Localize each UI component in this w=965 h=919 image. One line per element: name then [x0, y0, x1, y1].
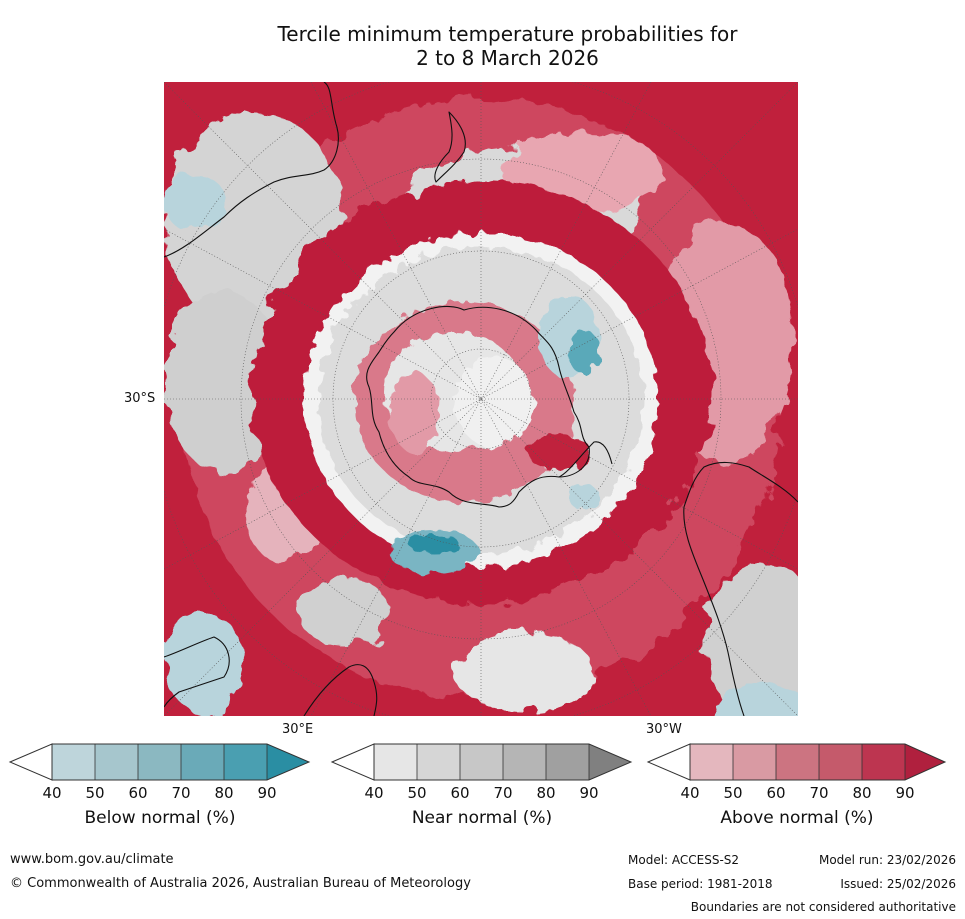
southern-africa-coastline [303, 664, 378, 716]
colorbar-near-tick: 80 [536, 784, 556, 802]
colorbar-near-lower-triangle [330, 743, 375, 781]
colorbar-near-bin-60 [460, 744, 503, 780]
colorbar-above-tick: 90 [895, 784, 915, 802]
copyright-notice: © Commonwealth of Australia 2026, Austra… [10, 876, 471, 891]
colorbar-near-tick: 50 [407, 784, 427, 802]
colorbar-below-tick: 60 [128, 784, 148, 802]
colorbar-below-tick: 40 [42, 784, 62, 802]
colorbar-above-bin-40 [690, 744, 733, 780]
colorbar-near-bin-50 [417, 744, 460, 780]
colorbar-above-bin-60 [776, 744, 819, 780]
colorbar-above-tick: 40 [680, 784, 700, 802]
colorbar-below-normal [8, 743, 311, 781]
colorbar-below-upper-triangle [267, 744, 309, 780]
colorbar-near-bin-70 [503, 744, 546, 780]
colorbar-below-tick: 90 [257, 784, 277, 802]
colorbar-above-bin-80 [862, 744, 905, 780]
below-normal-patches [389, 295, 600, 574]
colorbar-below-bin-60 [138, 744, 181, 780]
colorbar-near-normal [330, 743, 633, 781]
colorbar-above-upper-triangle [905, 744, 945, 780]
model-run-date: Model run: 23/02/2026 [818, 853, 956, 867]
colorbar-near-caption: Near normal (%) [411, 808, 553, 828]
title-line-1: Tercile minimum temperature probabilitie… [277, 22, 738, 46]
issued-date: Issued: 25/02/2026 [840, 877, 956, 891]
colorbar-above-tick: 60 [766, 784, 786, 802]
colorbar-near-tick: 90 [579, 784, 599, 802]
colorbar-below-caption: Below normal (%) [84, 808, 236, 828]
colorbar-below-bin-40 [52, 744, 95, 780]
antarctic-peninsula-coastline [558, 441, 613, 478]
colorbar-near-tick: 60 [450, 784, 470, 802]
colorbar-near-tick: 40 [364, 784, 384, 802]
colorbar-below-bin-50 [95, 744, 138, 780]
africa-coastline [164, 636, 230, 708]
new-zealand-coastline [434, 111, 466, 183]
colorbar-below-bin-70 [181, 744, 224, 780]
antarctica-field [354, 302, 591, 502]
colorbar-below-tick: 80 [214, 784, 234, 802]
south-america-coastline [683, 461, 798, 716]
graticule [164, 82, 798, 716]
coastlines [164, 82, 798, 716]
colorbar-above-tick: 50 [723, 784, 743, 802]
polar-map [164, 82, 798, 716]
longitude-label-30w: 30°W [646, 722, 682, 737]
boundary-disclaimer: Boundaries are not considered authoritat… [690, 900, 956, 914]
colorbar-below-tick: 70 [171, 784, 191, 802]
colorbar-below-tick: 50 [85, 784, 105, 802]
colorbar-above-tick: 80 [852, 784, 872, 802]
colorbar-above-bin-70 [819, 744, 862, 780]
website-link[interactable]: www.bom.gov.au/climate [10, 852, 174, 867]
antarctica-coastline [366, 305, 590, 508]
colorbar-below-lower-triangle [8, 743, 53, 781]
colorbar-above-caption: Above normal (%) [720, 808, 874, 828]
latitude-label-30s: 30°S [124, 391, 156, 406]
longitude-label-30e: 30°E [282, 722, 314, 737]
base-period: Base period: 1981-2018 [628, 877, 773, 891]
title-line-2: 2 to 8 March 2026 [416, 46, 599, 70]
colorbar-near-bin-80 [546, 744, 589, 780]
colorbar-near-bin-40 [374, 744, 417, 780]
colorbar-below-bin-80 [224, 744, 267, 780]
colorbar-above-lower-triangle [646, 743, 691, 781]
colorbar-above-normal [646, 743, 947, 781]
colorbar-above-bin-50 [733, 744, 776, 780]
model-name: Model: ACCESS-S2 [628, 853, 740, 867]
colorbar-above-tick: 70 [809, 784, 829, 802]
colorbar-near-upper-triangle [589, 744, 631, 780]
chart-title: Tercile minimum temperature probabilitie… [160, 22, 855, 70]
map-canvas [164, 82, 798, 716]
colorbar-near-tick: 70 [493, 784, 513, 802]
australia-coastline [164, 82, 339, 258]
